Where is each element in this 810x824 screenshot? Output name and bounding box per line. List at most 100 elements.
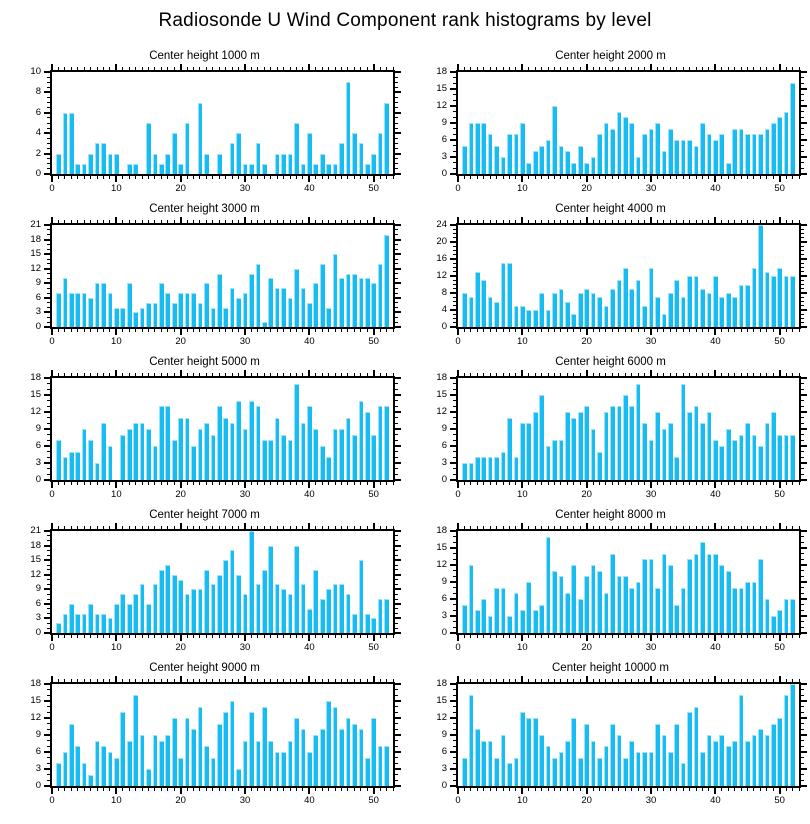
histogram-bar	[642, 559, 647, 633]
histogram-bar	[159, 569, 164, 633]
y-tick-label: 20	[436, 236, 447, 247]
x-tick-mark	[295, 635, 297, 638]
x-tick-label: 10	[517, 795, 528, 806]
y-tick-mark	[47, 127, 50, 129]
y-tick-label: 0	[35, 474, 41, 485]
histogram-bar	[693, 706, 699, 786]
x-tick-mark	[560, 329, 562, 332]
x-tick-mark	[463, 482, 465, 485]
y-tick-label: 0	[35, 627, 41, 638]
histogram-bar	[75, 746, 81, 786]
histogram-bar	[474, 271, 480, 327]
x-tick-mark	[534, 220, 536, 223]
histogram-bar	[114, 603, 119, 633]
x-tick-mark	[721, 373, 723, 376]
histogram-bar	[236, 133, 241, 174]
y-tick-mark	[395, 71, 401, 73]
x-tick-mark	[624, 220, 626, 223]
y-tick-label: 16	[436, 253, 447, 264]
histogram-bar	[184, 293, 190, 327]
histogram-bar	[332, 584, 338, 633]
x-tick-mark	[308, 64, 311, 70]
histogram-bar	[655, 412, 660, 480]
y-tick-mark	[395, 316, 398, 318]
x-tick-mark	[328, 526, 330, 529]
histogram-bar	[204, 423, 209, 480]
y-tick-label: 6	[35, 746, 41, 757]
y-tick-mark	[801, 150, 804, 152]
y-tick-mark	[395, 273, 398, 275]
histogram-bar	[616, 280, 622, 327]
x-tick-mark	[560, 67, 562, 70]
histogram-bar	[577, 145, 583, 174]
histogram-bar	[571, 718, 577, 786]
x-tick-mark	[263, 67, 265, 70]
plot-box	[456, 70, 801, 176]
x-tick-mark	[64, 373, 66, 376]
y-tick-mark	[395, 608, 398, 610]
x-tick-mark	[579, 679, 581, 682]
x-tick-mark	[263, 373, 265, 376]
histogram-bar	[120, 307, 126, 327]
y-tick-mark	[47, 248, 50, 250]
x-tick-mark	[515, 788, 517, 791]
x-tick-mark	[792, 176, 794, 179]
x-tick-mark	[270, 220, 272, 223]
histogram-bar	[655, 587, 660, 633]
chart-title: Center height 6000 m	[555, 356, 666, 368]
y-tick-mark	[801, 604, 804, 606]
y-tick-mark	[44, 394, 50, 396]
histogram-bar	[462, 293, 467, 327]
y-tick-mark	[453, 162, 456, 164]
y-tick-mark	[801, 71, 807, 73]
x-tick-mark	[353, 788, 355, 791]
x-tick-mark	[379, 176, 381, 179]
histogram-bar	[262, 163, 267, 174]
x-tick-mark	[186, 67, 188, 70]
histogram-bar	[339, 143, 344, 174]
histogram-bar	[790, 83, 795, 174]
y-tick-mark	[801, 558, 804, 560]
y-tick-mark	[44, 267, 50, 270]
x-tick-mark	[83, 526, 85, 529]
histogram-bar	[713, 553, 718, 633]
x-tick-mark	[276, 220, 278, 223]
x-tick-mark	[470, 67, 472, 70]
x-tick-mark	[250, 788, 252, 791]
y-tick-mark	[47, 307, 50, 309]
x-tick-mark	[676, 329, 678, 332]
x-tick-mark	[592, 526, 594, 529]
histogram-bar	[783, 434, 789, 480]
x-tick-mark	[663, 482, 665, 485]
histogram-bar	[229, 288, 235, 327]
x-tick-mark	[257, 788, 259, 791]
x-tick-mark	[276, 526, 278, 529]
y-tick-mark	[450, 156, 456, 158]
y-tick-mark	[395, 132, 401, 135]
x-tick-mark	[521, 523, 524, 529]
x-tick-mark	[263, 788, 265, 791]
histogram-bar	[642, 134, 647, 174]
x-tick-mark	[321, 482, 323, 485]
histogram-bar	[758, 729, 763, 786]
y-tick-mark	[47, 302, 50, 304]
y-tick-mark	[47, 117, 50, 119]
x-tick-mark	[160, 176, 162, 179]
x-tick-mark	[64, 329, 66, 332]
y-tick-mark	[395, 428, 401, 430]
histogram-bar	[229, 550, 235, 633]
x-tick-mark	[347, 788, 349, 791]
y-tick-mark	[801, 751, 807, 753]
x-tick-mark	[199, 526, 201, 529]
histogram-bar	[558, 288, 564, 327]
x-tick-mark	[618, 220, 620, 223]
x-tick-mark	[96, 526, 98, 529]
x-tick-mark	[637, 373, 639, 376]
y-tick-mark	[44, 573, 50, 576]
histogram-bar	[184, 718, 190, 786]
x-tick-mark	[135, 679, 137, 682]
x-tick-mark	[244, 176, 247, 182]
histogram-bar	[371, 718, 376, 786]
x-tick-mark	[186, 788, 188, 791]
y-tick-mark	[44, 282, 50, 285]
